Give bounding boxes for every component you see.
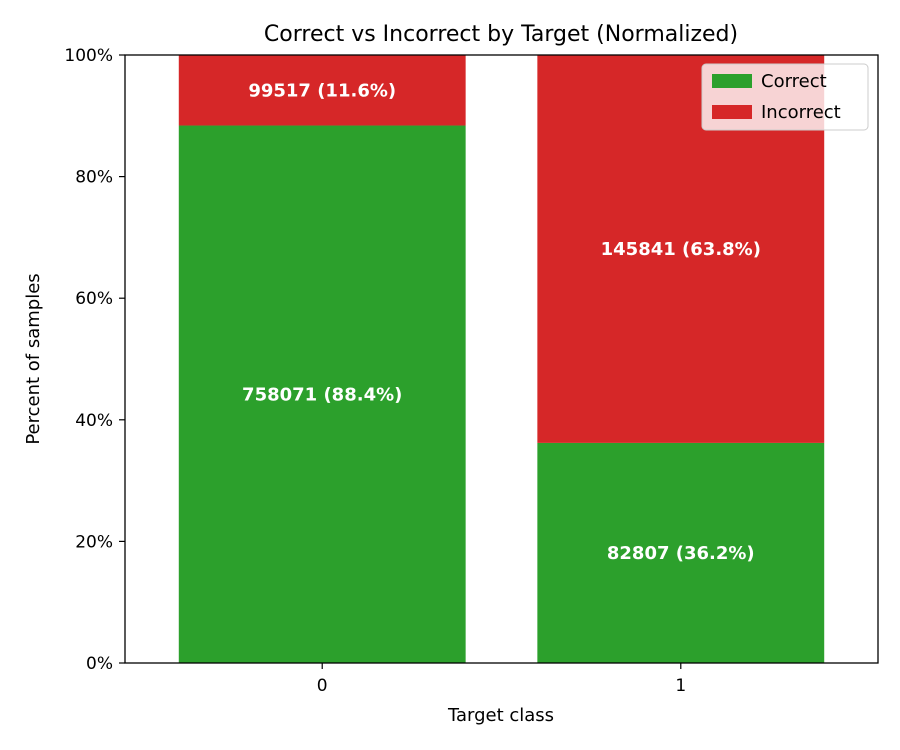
data-label-incorrect-0: 99517 (11.6%) bbox=[248, 80, 396, 101]
x-tick-label: 0 bbox=[317, 676, 328, 696]
bar-correct-0 bbox=[178, 125, 466, 663]
plot-frame bbox=[124, 54, 879, 664]
data-label-correct-1: 82807 (36.2%) bbox=[607, 543, 755, 564]
legend-label-incorrect: Incorrect bbox=[761, 102, 841, 123]
data-label-incorrect-1: 145841 (63.8%) bbox=[601, 239, 761, 260]
y-tick-label: 80% bbox=[75, 168, 113, 188]
bar-incorrect-0 bbox=[178, 55, 466, 126]
x-axis-label: Target class bbox=[447, 705, 554, 726]
y-tick-label: 40% bbox=[75, 411, 113, 431]
data-label-correct-0: 758071 (88.4%) bbox=[242, 384, 402, 405]
y-tick-label: 100% bbox=[64, 46, 113, 66]
y-tick-label: 20% bbox=[75, 532, 113, 552]
legend-swatch-incorrect bbox=[712, 105, 752, 119]
y-tick-label: 0% bbox=[86, 654, 113, 674]
chart-title: Correct vs Incorrect by Target (Normaliz… bbox=[264, 22, 738, 47]
bar-correct-1 bbox=[537, 442, 825, 663]
x-tick-label: 1 bbox=[675, 676, 686, 696]
y-tick-label: 60% bbox=[75, 289, 113, 309]
legend-label-correct: Correct bbox=[761, 71, 827, 92]
y-axis-label: Percent of samples bbox=[23, 273, 44, 444]
legend-swatch-correct bbox=[712, 74, 752, 88]
plot-area: 758071 (88.4%) 99517 (11.6%) 82807 (36.2%)… bbox=[64, 46, 879, 696]
